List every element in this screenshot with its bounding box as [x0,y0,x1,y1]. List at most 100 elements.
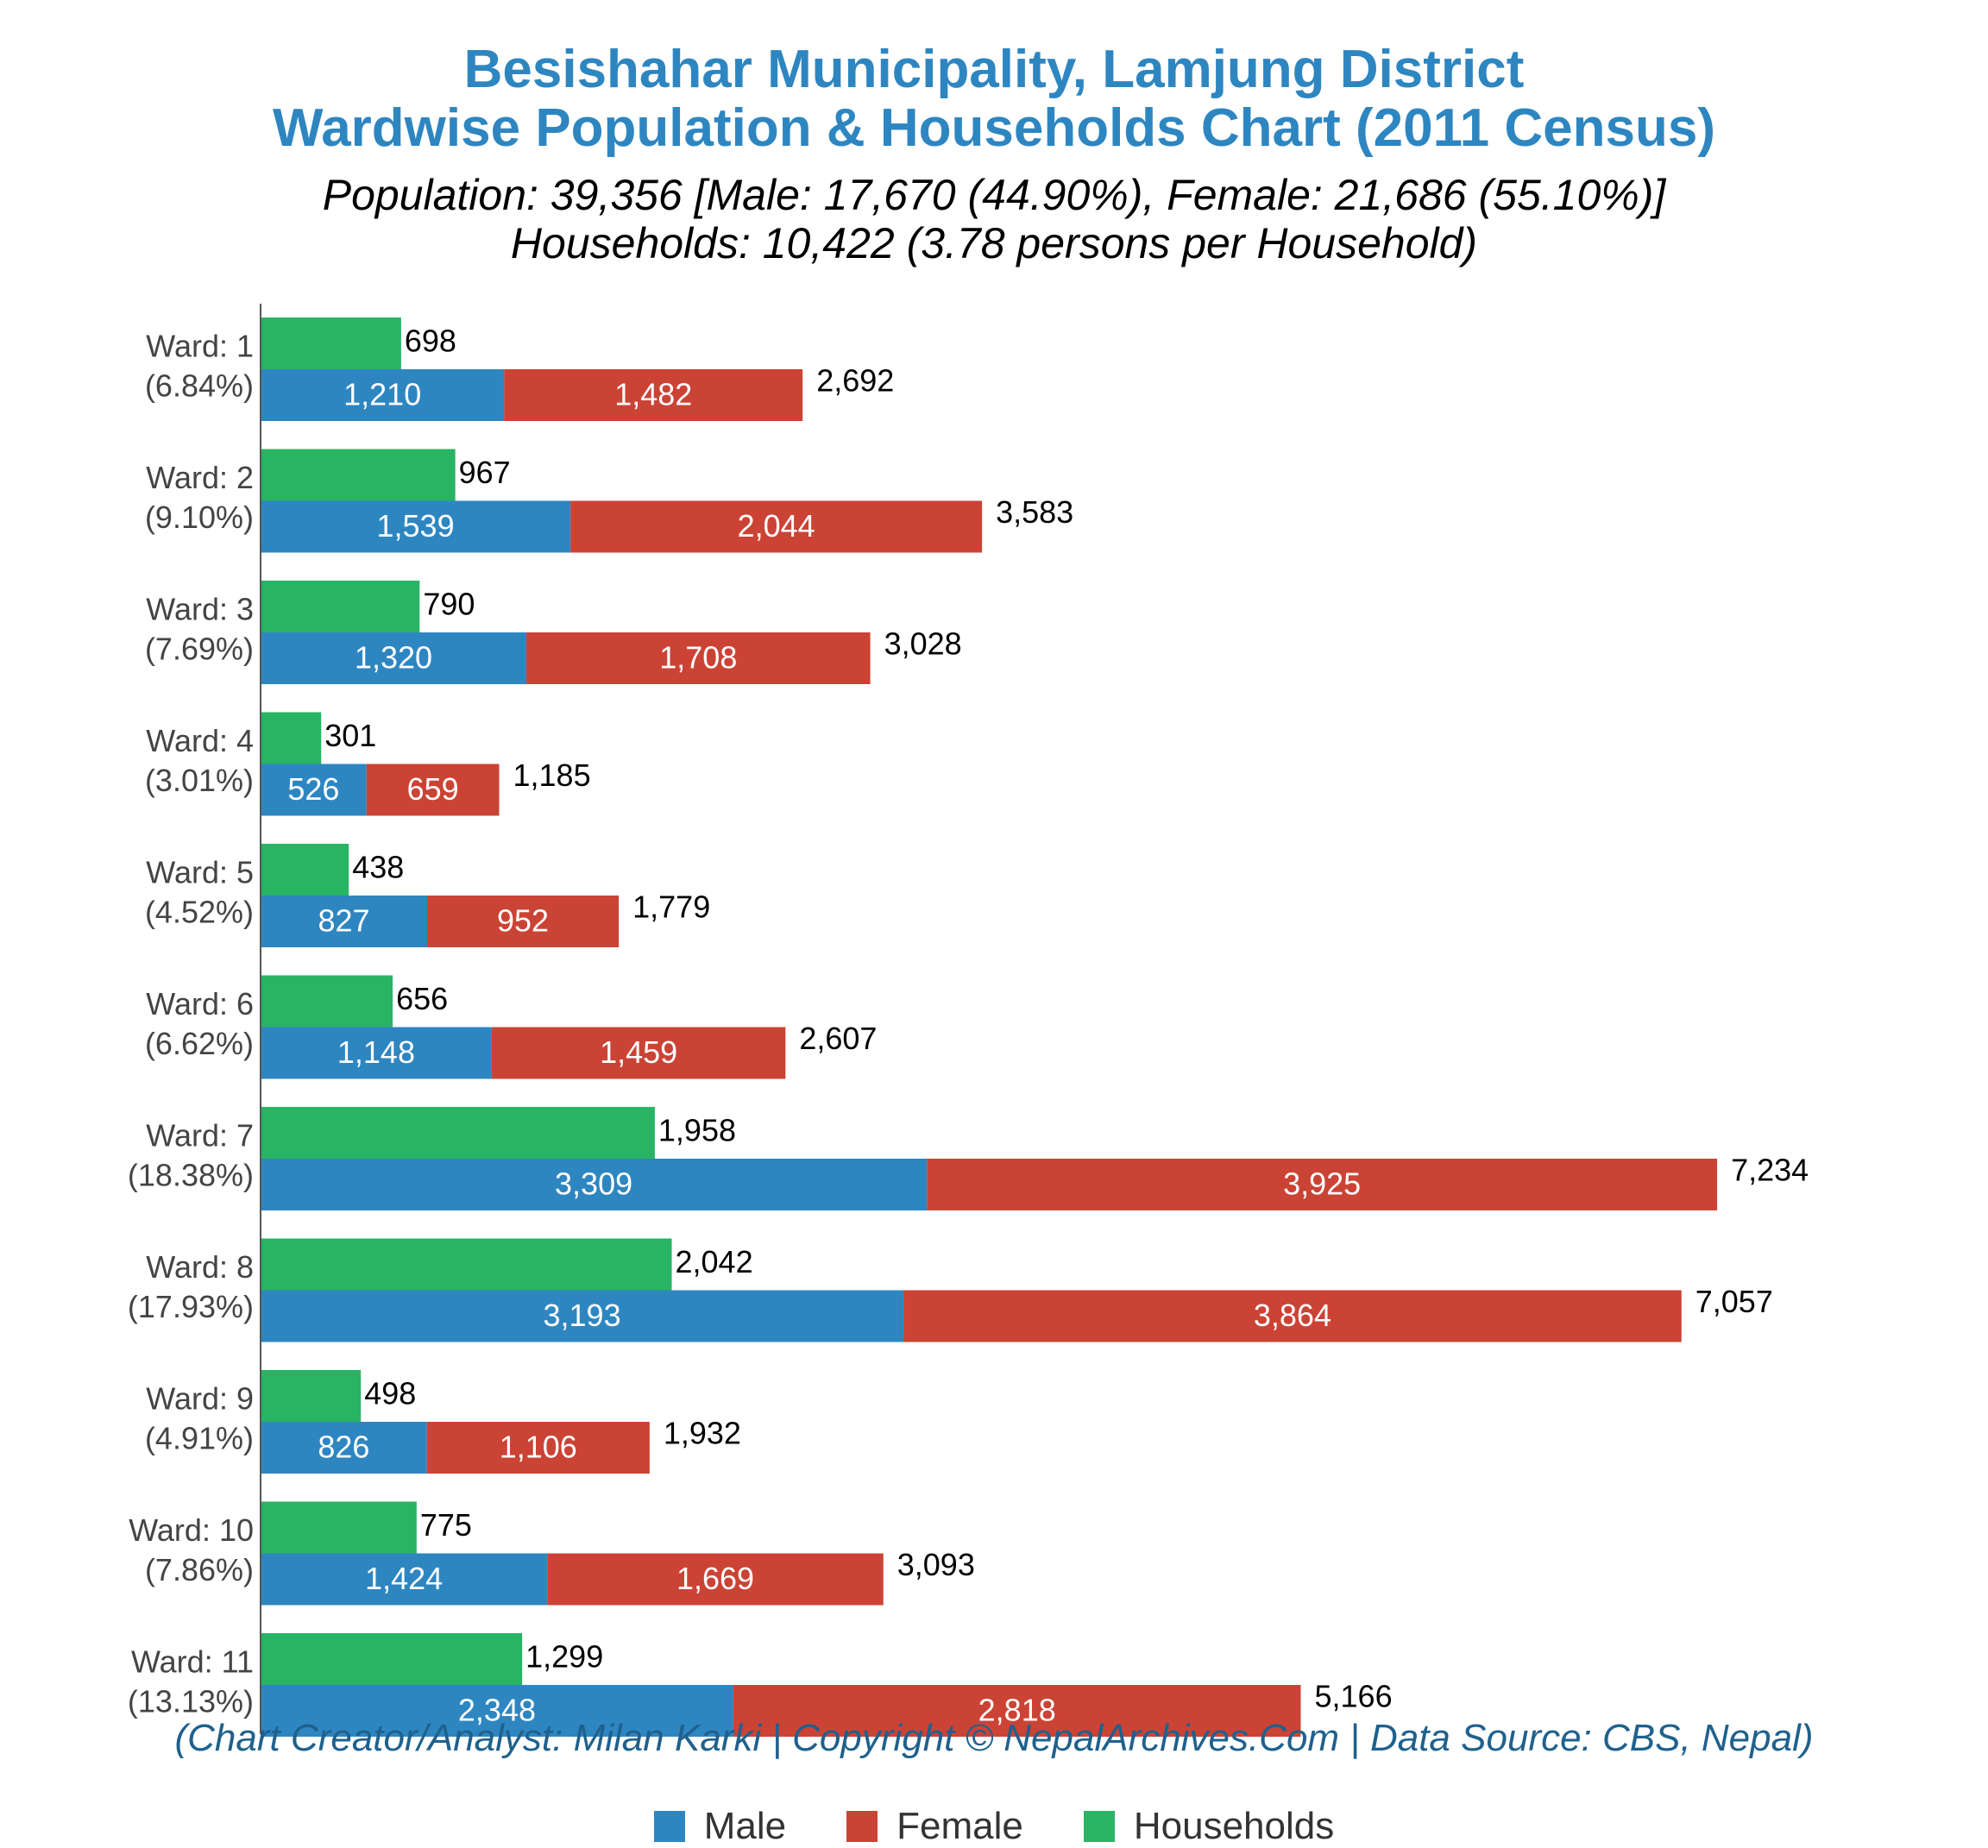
total-label-ward-2: 3,583 [996,494,1073,530]
ward-label-3: Ward: 3 [146,592,254,627]
legend-label-female: Female [896,1805,1023,1847]
ward-percent-label-5: (4.52%) [145,895,254,930]
female-bar-ward-7 [927,1159,1718,1210]
ward-label-1: Ward: 1 [146,329,254,364]
ward-percent-label-10: (7.86%) [145,1552,254,1587]
chart-subtitle-population: Population: 39,356 [Male: 17,670 (44.90%… [322,171,1666,219]
households-label-ward-9: 498 [364,1376,416,1411]
households-bar-ward-4 [261,712,322,764]
female-bar-ward-10 [547,1553,884,1606]
total-label-ward-3: 3,028 [884,626,962,662]
total-label-ward-8: 7,057 [1695,1284,1773,1319]
male-bar-ward-7 [261,1159,928,1210]
total-label-ward-10: 3,093 [897,1547,975,1582]
households-bar-ward-10 [261,1501,417,1554]
total-label-ward-7: 7,234 [1731,1153,1809,1188]
male-bar-ward-4 [261,764,367,816]
female-label-ward-2: 2,044 [738,508,815,544]
ward-label-11: Ward: 11 [131,1644,254,1680]
legend-label-male: Male [703,1805,787,1847]
male-label-ward-7: 3,309 [555,1166,632,1202]
households-bar-ward-9 [261,1370,362,1422]
female-label-ward-7: 3,925 [1283,1166,1361,1202]
ward-label-8: Ward: 8 [146,1249,254,1285]
female-label-ward-5: 952 [497,903,549,939]
households-bar-ward-1 [261,317,401,369]
female-bar-ward-3 [526,632,871,684]
male-label-ward-1: 1,210 [343,377,421,412]
ward-percent-label-6: (6.62%) [145,1026,254,1061]
households-label-ward-6: 656 [396,981,448,1016]
male-bar-ward-1 [261,369,505,421]
ward-percent-label-9: (4.91%) [145,1421,254,1456]
legend-label-households: Households [1133,1805,1335,1847]
male-label-ward-8: 3,193 [544,1298,621,1333]
ward-percent-label-1: (6.84%) [145,368,254,404]
female-bar-ward-11 [733,1685,1301,1737]
female-label-ward-1: 1,482 [614,377,692,412]
male-label-ward-9: 826 [318,1430,369,1465]
households-label-ward-7: 1,958 [658,1113,736,1148]
chart-title-line-2: Wardwise Population & Households Chart (… [272,98,1715,158]
ward-percent-label-3: (7.69%) [145,632,254,667]
male-bar-ward-9 [261,1422,427,1474]
male-bar-ward-3 [261,632,527,684]
female-bar-ward-6 [491,1027,786,1079]
chart-credit: (Chart Creator/Analyst: Milan Karki | Co… [174,1717,1814,1759]
male-bar-ward-6 [261,1027,492,1079]
total-label-ward-9: 1,932 [664,1416,741,1451]
ward-label-6: Ward: 6 [146,986,254,1021]
female-label-ward-4: 659 [407,771,459,807]
female-label-ward-10: 1,669 [676,1561,754,1596]
households-bar-ward-11 [261,1633,523,1685]
households-label-ward-5: 438 [352,850,404,885]
female-label-ward-11: 2,818 [978,1693,1056,1728]
total-label-ward-1: 2,692 [816,363,894,399]
ward-label-7: Ward: 7 [146,1118,254,1153]
male-label-ward-10: 1,424 [365,1561,443,1596]
total-label-ward-4: 1,185 [513,757,591,793]
female-label-ward-6: 1,459 [600,1034,677,1070]
households-label-ward-10: 775 [420,1507,472,1543]
households-label-ward-2: 967 [459,455,511,490]
female-bar-ward-1 [504,369,803,421]
households-label-ward-8: 2,042 [676,1244,753,1279]
male-bar-ward-10 [261,1553,548,1606]
male-label-ward-3: 1,320 [355,640,432,676]
ward-percent-label-11: (13.13%) [128,1684,254,1719]
households-bar-ward-6 [261,975,393,1028]
legend-swatch-male [653,1811,685,1842]
households-label-ward-3: 790 [423,587,475,622]
ward-label-2: Ward: 2 [146,460,254,495]
female-bar-ward-4 [366,764,500,816]
households-label-ward-1: 698 [405,324,456,359]
ward-label-5: Ward: 5 [146,855,254,890]
chart-legend: Male Female Households [0,1805,1988,1848]
legend-item-households: Households [1083,1805,1335,1848]
female-bar-ward-8 [903,1290,1682,1342]
households-label-ward-4: 301 [324,718,376,753]
male-label-ward-5: 827 [318,903,369,939]
ward-label-4: Ward: 4 [146,723,254,758]
ward-label-10: Ward: 10 [129,1512,254,1548]
male-label-ward-11: 2,348 [458,1693,536,1728]
male-label-ward-4: 526 [287,771,339,807]
female-label-ward-9: 1,106 [500,1430,577,1465]
female-bar-ward-2 [570,500,983,553]
female-bar-ward-5 [426,896,620,947]
ward-percent-label-4: (3.01%) [145,763,254,798]
legend-item-male: Male [653,1805,787,1848]
male-label-ward-2: 1,539 [377,508,455,544]
female-label-ward-3: 1,708 [659,640,737,676]
female-bar-ward-9 [426,1422,650,1474]
households-bar-ward-2 [261,449,456,501]
total-label-ward-5: 1,779 [632,889,710,925]
ward-percent-label-2: (9.10%) [145,500,254,535]
male-bar-ward-8 [261,1290,904,1342]
chart-subtitle-households: Households: 10,422 (3.78 persons per Hou… [510,219,1478,267]
households-bar-ward-5 [261,844,349,896]
legend-item-female: Female [846,1805,1023,1848]
total-label-ward-6: 2,607 [799,1021,877,1056]
total-label-ward-11: 5,166 [1315,1679,1393,1714]
